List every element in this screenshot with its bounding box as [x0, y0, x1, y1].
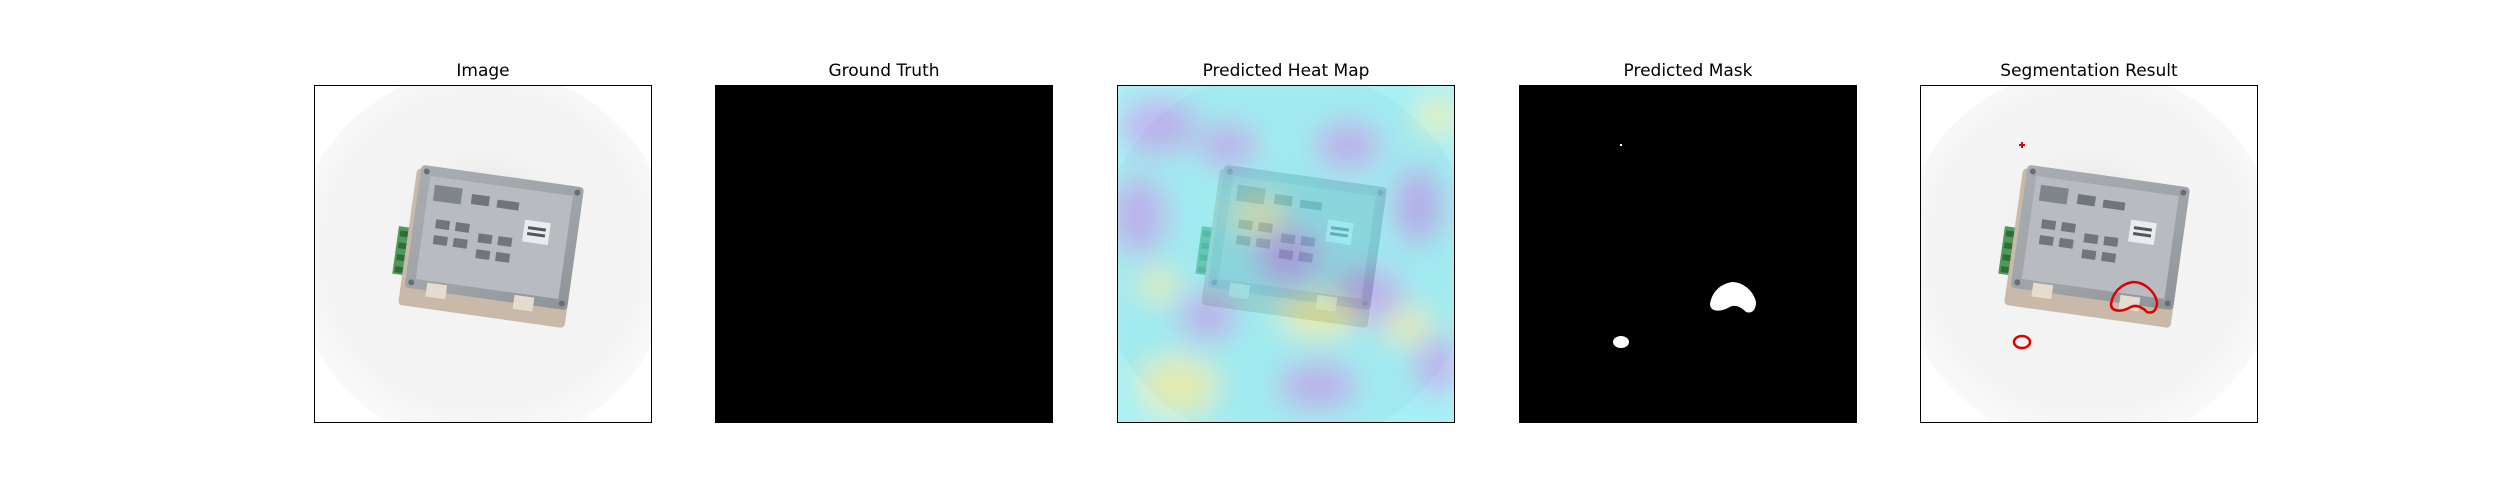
segmentation-result-frame — [1920, 85, 2258, 423]
heat-map-overlay — [1118, 86, 1454, 422]
ground-truth-mask — [716, 86, 1052, 422]
input-image — [315, 86, 651, 422]
panel-title-ground-truth: Ground Truth — [828, 61, 940, 81]
mask-blob-dot — [1620, 144, 1622, 146]
contour-dot — [2019, 142, 2025, 148]
panel-title-predicted-mask: Predicted Mask — [1623, 61, 1753, 81]
segmentation-overlay — [1921, 86, 2257, 422]
contour-small — [2012, 334, 2032, 350]
mask-blob-small — [1613, 336, 1629, 348]
ground-truth-frame — [715, 85, 1053, 423]
image-frame — [314, 85, 652, 423]
panel-title-segmentation-result: Segmentation Result — [2000, 61, 2178, 81]
predicted-mask — [1520, 86, 1856, 422]
panel-title-image: Image — [456, 61, 510, 81]
panel-title-heat-map: Predicted Heat Map — [1202, 61, 1370, 81]
mask-blob-large — [1710, 282, 1756, 313]
contour-large — [2109, 280, 2159, 314]
predicted-mask-frame — [1519, 85, 1857, 423]
heat-map-frame — [1117, 85, 1455, 423]
